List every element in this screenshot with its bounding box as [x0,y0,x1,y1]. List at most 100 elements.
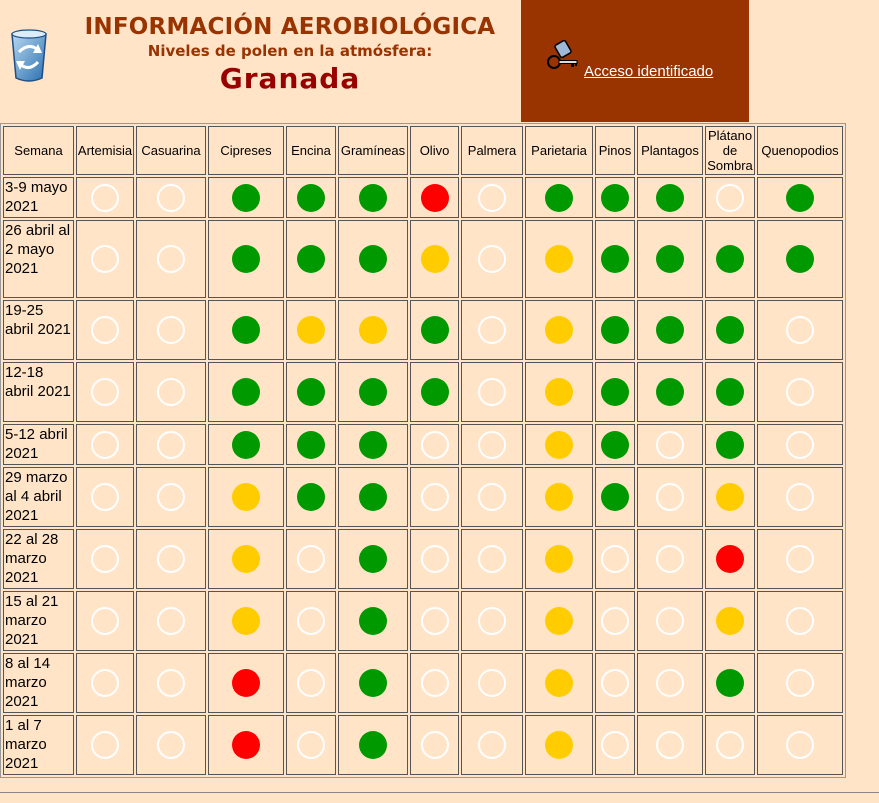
week-cell: 1 al 7 marzo 2021 [3,715,74,775]
access-panel: Acceso identificado [521,0,749,122]
pollen-level-none-icon [420,731,449,759]
pollen-level-none-icon [716,731,744,759]
pollen-level-low-icon [716,430,744,459]
table-row: 19-25 abril 2021 [3,300,843,360]
table-row: 29 marzo al 4 abril 2021 [3,467,843,527]
pollen-level-low-icon [716,245,744,273]
level-cell [757,715,843,775]
level-cell [136,177,206,218]
pollen-level-high-icon [420,183,449,212]
level-cell [286,177,336,218]
pollen-level-low-icon [656,316,684,344]
level-cell [76,424,134,465]
level-cell [595,715,635,775]
pollen-level-low-icon [359,483,387,511]
level-cell [525,362,593,422]
pollen-level-low-icon [232,430,260,459]
level-cell [136,424,206,465]
level-cell [525,591,593,651]
level-cell [338,529,408,589]
pollen-level-none-icon [656,669,684,697]
level-cell [286,424,336,465]
level-cell [705,715,755,775]
level-cell [76,220,134,298]
pollen-level-moderate-icon [545,378,573,406]
level-cell [637,467,703,527]
table-header-row: Semana Artemisia Casuarina Cipreses Encina G… [3,126,843,175]
pollen-level-none-icon [157,483,185,511]
level-cell [410,362,459,422]
level-cell [705,467,755,527]
level-cell [637,362,703,422]
week-cell: 8 al 14 marzo 2021 [3,653,74,713]
pollen-level-low-icon [232,245,260,273]
pollen-level-none-icon [601,607,629,635]
level-cell [705,591,755,651]
level-cell [525,424,593,465]
pollen-level-none-icon [91,669,119,697]
level-cell [525,177,593,218]
pollen-level-low-icon [359,430,387,459]
level-cell [461,653,523,713]
level-cell [208,220,284,298]
table-row: 15 al 21 marzo 2021 [3,591,843,651]
pollen-level-none-icon [478,669,506,697]
level-cell [595,653,635,713]
pollen-level-none-icon [297,607,325,635]
recycle-logo-icon [4,26,54,84]
pollen-level-moderate-icon [359,316,387,344]
pollen-level-none-icon [157,183,185,212]
pollen-level-none-icon [786,731,814,759]
pollen-level-none-icon [656,483,684,511]
level-cell [76,300,134,360]
pollen-level-none-icon [157,378,185,406]
pollen-level-none-icon [157,316,185,344]
pollen-level-none-icon [786,669,814,697]
level-cell [595,177,635,218]
week-cell: 3-9 mayo 2021 [3,177,74,218]
table-row: 8 al 14 marzo 2021 [3,653,843,713]
level-cell [705,220,755,298]
level-cell [410,591,459,651]
level-cell [595,300,635,360]
level-cell [208,424,284,465]
pollen-level-none-icon [478,731,506,759]
access-link[interactable]: Acceso identificado [584,63,714,80]
level-cell [76,591,134,651]
level-cell [208,362,284,422]
pollen-level-none-icon [656,731,684,759]
bottom-divider [0,792,879,803]
pollen-level-high-icon [232,669,260,697]
level-cell [410,300,459,360]
column-header: Cipreses [208,126,284,175]
pollen-level-none-icon [786,378,814,406]
pollen-level-none-icon [91,483,119,511]
table-row: 12-18 abril 2021 [3,362,843,422]
pollen-level-low-icon [232,183,260,212]
keys-icon[interactable] [545,38,581,78]
level-cell [637,177,703,218]
level-cell [637,220,703,298]
pollen-level-none-icon [91,378,119,406]
pollen-level-none-icon [478,607,506,635]
level-cell [76,362,134,422]
level-cell [410,653,459,713]
column-header: Quenopodios [757,126,843,175]
pollen-level-low-icon [297,378,325,406]
pollen-table-wrap: Semana Artemisia Casuarina Cipreses Encina G… [0,123,846,778]
level-cell [136,220,206,298]
level-cell [410,220,459,298]
pollen-level-low-icon [716,669,744,697]
level-cell [757,467,843,527]
pollen-level-none-icon [478,378,506,406]
pollen-level-none-icon [478,545,506,573]
level-cell [461,220,523,298]
pollen-level-none-icon [656,607,684,635]
pollen-level-low-icon [786,183,814,212]
level-cell [525,467,593,527]
pollen-level-low-icon [359,183,387,212]
column-header: Encina [286,126,336,175]
level-cell [757,177,843,218]
pollen-level-none-icon [91,731,119,759]
week-cell: 29 marzo al 4 abril 2021 [3,467,74,527]
